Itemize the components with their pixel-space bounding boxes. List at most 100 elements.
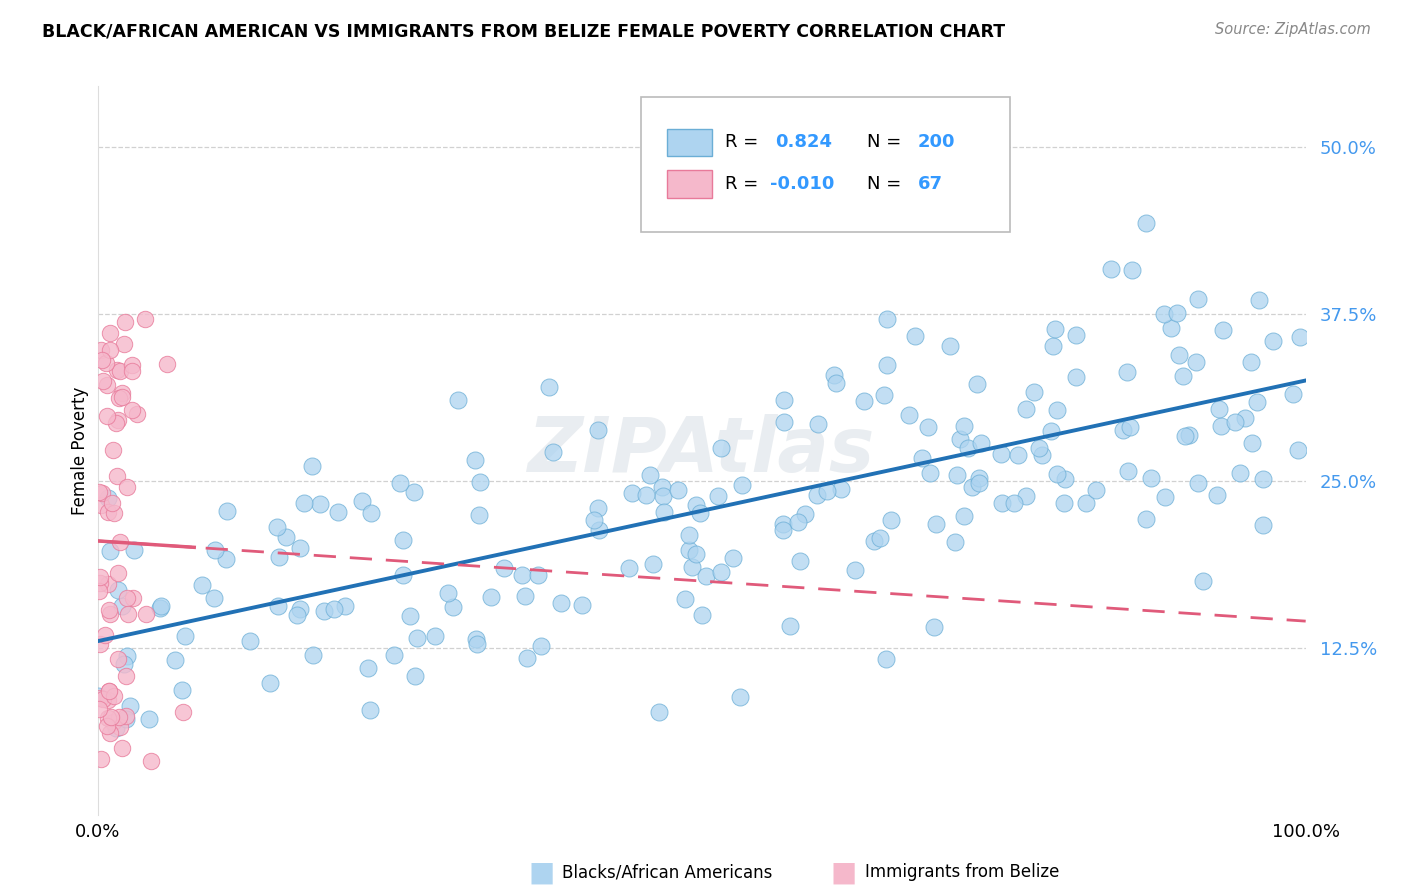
Point — [115, 709, 138, 723]
Point — [111, 390, 134, 404]
Point — [98, 603, 121, 617]
Point — [550, 596, 572, 610]
Point — [107, 710, 129, 724]
Point — [165, 652, 187, 666]
Point — [107, 652, 129, 666]
Bar — [666, 128, 713, 156]
Point — [949, 432, 972, 446]
Point — [111, 599, 134, 614]
Point — [404, 484, 426, 499]
Point — [1040, 424, 1063, 438]
Point — [115, 712, 138, 726]
Point — [1263, 334, 1285, 349]
Point — [90, 752, 112, 766]
Point — [437, 586, 460, 600]
Text: R =: R = — [724, 134, 758, 152]
Point — [139, 754, 162, 768]
Point — [723, 550, 745, 565]
Point — [107, 413, 129, 427]
Point — [1184, 355, 1206, 369]
Point — [869, 531, 891, 545]
Point — [1007, 448, 1029, 462]
Point — [86, 690, 108, 704]
Point — [1247, 293, 1270, 308]
Point — [953, 508, 976, 523]
Point — [943, 535, 966, 549]
Point — [101, 496, 124, 510]
Point — [1153, 491, 1175, 505]
Point — [103, 690, 125, 704]
Point — [215, 551, 238, 566]
Point — [96, 719, 118, 733]
Point — [588, 523, 610, 537]
Point — [90, 353, 112, 368]
Point — [876, 311, 898, 326]
Point — [117, 648, 139, 663]
Point — [898, 408, 921, 422]
Point — [121, 358, 143, 372]
Point — [107, 391, 129, 405]
Point — [308, 496, 330, 510]
Point — [91, 374, 114, 388]
Point — [678, 528, 700, 542]
Point — [98, 683, 121, 698]
Point — [1076, 496, 1098, 510]
Point — [1015, 402, 1038, 417]
Point — [122, 542, 145, 557]
Point — [94, 356, 117, 370]
Point — [96, 409, 118, 423]
Point — [204, 543, 226, 558]
Point — [239, 634, 262, 648]
Point — [104, 721, 127, 735]
Point — [917, 420, 939, 434]
Point — [98, 343, 121, 358]
Point — [879, 513, 901, 527]
Point — [1234, 411, 1257, 425]
Point — [773, 415, 796, 429]
Point — [1031, 448, 1053, 462]
Text: BLACK/AFRICAN AMERICAN VS IMMIGRANTS FROM BELIZE FEMALE POVERTY CORRELATION CHAR: BLACK/AFRICAN AMERICAN VS IMMIGRANTS FRO… — [42, 22, 1005, 40]
Point — [1053, 472, 1076, 486]
Point — [1209, 418, 1232, 433]
Point — [957, 442, 980, 456]
Point — [654, 505, 676, 519]
Point — [1028, 441, 1050, 455]
Text: ■: ■ — [831, 858, 856, 887]
Point — [1187, 292, 1209, 306]
Point — [267, 599, 290, 614]
Point — [779, 619, 801, 633]
Point — [970, 435, 993, 450]
Text: N =: N = — [868, 175, 901, 193]
Point — [1166, 305, 1188, 319]
Point — [1251, 518, 1274, 533]
Point — [352, 494, 374, 508]
Point — [87, 485, 110, 500]
Point — [492, 560, 515, 574]
Point — [110, 741, 132, 756]
Point — [101, 442, 124, 457]
Point — [1208, 401, 1230, 416]
Point — [678, 542, 700, 557]
Point — [960, 480, 983, 494]
Point — [290, 601, 312, 615]
Point — [388, 476, 411, 491]
Text: Blacks/African Americans: Blacks/African Americans — [562, 863, 773, 881]
Point — [112, 657, 135, 671]
Point — [731, 477, 754, 491]
Point — [1192, 574, 1215, 588]
Point — [170, 682, 193, 697]
FancyBboxPatch shape — [641, 97, 1010, 232]
Point — [772, 523, 794, 537]
Point — [333, 599, 356, 613]
Point — [127, 407, 149, 421]
Point — [512, 568, 534, 582]
Point — [89, 637, 111, 651]
Point — [108, 720, 131, 734]
Point — [1066, 327, 1088, 342]
Point — [571, 598, 593, 612]
Point — [583, 513, 606, 527]
Point — [1168, 348, 1191, 362]
Point — [666, 483, 689, 497]
Point — [108, 364, 131, 378]
Point — [1084, 483, 1107, 497]
